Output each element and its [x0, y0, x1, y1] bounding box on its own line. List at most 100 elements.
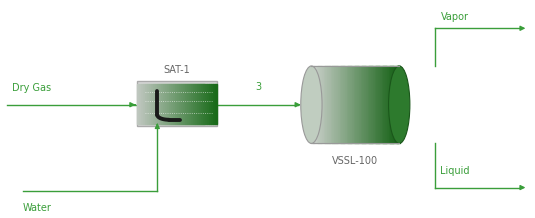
- Bar: [394, 66, 396, 143]
- Bar: [345, 66, 347, 143]
- Bar: [165, 84, 167, 124]
- Bar: [373, 66, 375, 143]
- Bar: [317, 66, 319, 143]
- Text: SAT-1: SAT-1: [164, 65, 190, 75]
- Bar: [354, 66, 356, 143]
- Bar: [209, 84, 211, 124]
- Bar: [336, 66, 338, 143]
- Bar: [311, 66, 314, 143]
- Bar: [147, 84, 150, 124]
- Bar: [325, 66, 328, 143]
- Text: 3: 3: [256, 82, 262, 92]
- Bar: [355, 66, 357, 143]
- Bar: [364, 66, 366, 143]
- Bar: [193, 84, 195, 124]
- Bar: [385, 66, 387, 143]
- Text: Water: Water: [22, 203, 51, 213]
- Bar: [213, 84, 216, 124]
- Bar: [369, 66, 372, 143]
- Bar: [145, 84, 148, 124]
- Bar: [197, 84, 200, 124]
- Bar: [157, 84, 159, 124]
- Bar: [381, 66, 384, 143]
- Bar: [371, 66, 373, 143]
- Bar: [322, 66, 324, 143]
- Bar: [183, 84, 186, 124]
- Bar: [340, 66, 342, 143]
- Bar: [189, 84, 192, 124]
- Bar: [368, 66, 370, 143]
- Bar: [191, 84, 194, 124]
- Ellipse shape: [301, 66, 322, 143]
- Bar: [177, 84, 180, 124]
- Bar: [143, 84, 146, 124]
- Bar: [329, 66, 331, 143]
- Bar: [137, 81, 217, 126]
- Bar: [362, 66, 365, 143]
- Bar: [203, 84, 205, 124]
- Bar: [199, 84, 202, 124]
- Bar: [159, 84, 162, 124]
- Bar: [327, 66, 330, 143]
- Bar: [343, 66, 345, 143]
- Bar: [392, 66, 394, 143]
- Bar: [151, 84, 154, 124]
- Bar: [163, 84, 165, 124]
- Bar: [171, 84, 173, 124]
- Bar: [361, 66, 363, 143]
- Bar: [396, 66, 398, 143]
- Bar: [153, 84, 156, 124]
- Bar: [201, 84, 203, 124]
- Bar: [169, 84, 172, 124]
- Bar: [350, 66, 353, 143]
- Bar: [331, 66, 333, 143]
- Bar: [378, 66, 380, 143]
- Bar: [389, 66, 391, 143]
- Bar: [211, 84, 213, 124]
- Bar: [315, 66, 317, 143]
- Text: Liquid: Liquid: [440, 166, 470, 176]
- Bar: [137, 84, 140, 124]
- Bar: [139, 84, 142, 124]
- Bar: [215, 84, 217, 124]
- Bar: [398, 66, 400, 143]
- Bar: [366, 66, 368, 143]
- Bar: [141, 84, 143, 124]
- Bar: [181, 84, 184, 124]
- Bar: [185, 84, 188, 124]
- Text: Dry Gas: Dry Gas: [12, 83, 51, 93]
- Bar: [387, 66, 389, 143]
- Bar: [347, 66, 349, 143]
- Bar: [359, 66, 361, 143]
- Bar: [313, 66, 316, 143]
- Bar: [205, 84, 208, 124]
- Bar: [161, 84, 164, 124]
- Bar: [167, 84, 170, 124]
- Bar: [334, 66, 337, 143]
- Bar: [149, 84, 151, 124]
- Bar: [173, 84, 175, 124]
- Bar: [348, 66, 350, 143]
- Bar: [352, 66, 354, 143]
- Bar: [324, 66, 326, 143]
- Bar: [318, 66, 320, 143]
- Bar: [179, 84, 181, 124]
- Bar: [207, 84, 210, 124]
- Text: Vapor: Vapor: [440, 12, 469, 22]
- Text: VSSL-100: VSSL-100: [332, 156, 378, 166]
- Bar: [391, 66, 393, 143]
- Bar: [377, 66, 379, 143]
- Bar: [374, 66, 377, 143]
- Bar: [380, 66, 382, 143]
- Bar: [320, 66, 323, 143]
- Bar: [175, 84, 178, 124]
- Bar: [195, 84, 197, 124]
- Ellipse shape: [388, 66, 410, 143]
- Bar: [187, 84, 189, 124]
- Bar: [357, 66, 360, 143]
- Bar: [332, 66, 335, 143]
- Bar: [155, 84, 158, 124]
- Bar: [384, 66, 386, 143]
- Bar: [338, 66, 340, 143]
- Bar: [341, 66, 343, 143]
